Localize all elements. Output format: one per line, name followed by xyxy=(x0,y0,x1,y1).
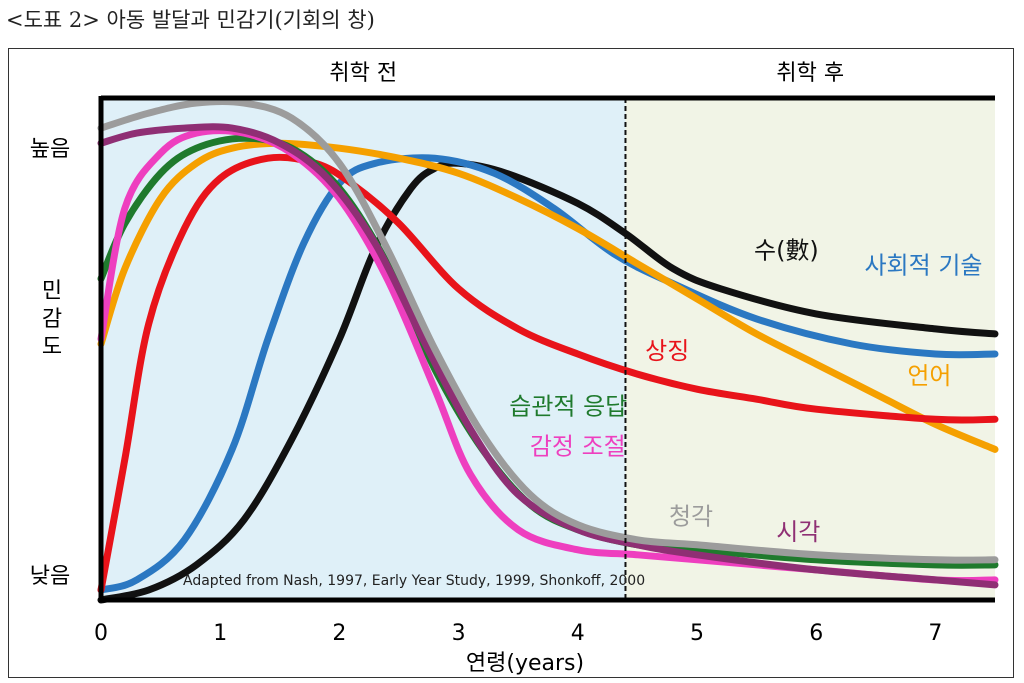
x-axis-label: 연령(years) xyxy=(466,651,584,676)
x-tick-label: 4 xyxy=(571,621,585,646)
x-tick-label: 3 xyxy=(452,621,466,646)
y-axis-label-char: 민 xyxy=(42,279,62,304)
series-line-1 xyxy=(97,154,999,594)
series-label-0: 수(數) xyxy=(754,237,819,265)
x-tick-label: 1 xyxy=(213,621,227,646)
x-tick-label: 5 xyxy=(690,621,704,646)
series-line-2 xyxy=(97,139,999,453)
x-tick-label: 0 xyxy=(94,621,108,646)
x-tick-label: 6 xyxy=(809,621,823,646)
series-label-6: 청각 xyxy=(669,503,713,531)
y-axis-label: 민감도 xyxy=(42,279,62,360)
series-line-3 xyxy=(97,153,999,594)
series-label-4: 습관적 응답 xyxy=(509,392,627,420)
series-label-2: 상징 xyxy=(645,337,689,365)
y-tick-low: 낮음 xyxy=(30,564,70,589)
period-label-school: 취학 후 xyxy=(776,61,844,86)
series-line-7 xyxy=(97,97,999,564)
series-label-1: 사회적 기술 xyxy=(864,252,982,280)
series-label-3: 언어 xyxy=(907,362,951,390)
y-axis-label-char: 감 xyxy=(42,307,62,332)
series-line-6 xyxy=(97,123,999,589)
source-note: Adapted from Nash, 1997, Early Year Stud… xyxy=(183,573,645,589)
series-label-5: 감정 조절 xyxy=(530,432,626,460)
figure-caption: <도표 2> 아동 발달과 민감기(기회의 창) xyxy=(6,8,375,32)
x-tick-label: 7 xyxy=(928,621,942,646)
y-axis-label-char: 도 xyxy=(42,335,62,360)
x-tick-label: 2 xyxy=(332,621,346,646)
series-label-7: 시각 xyxy=(776,518,820,546)
period-label-preschool: 취학 전 xyxy=(329,61,397,86)
school-period-background xyxy=(625,98,995,600)
y-tick-high: 높음 xyxy=(30,137,70,162)
